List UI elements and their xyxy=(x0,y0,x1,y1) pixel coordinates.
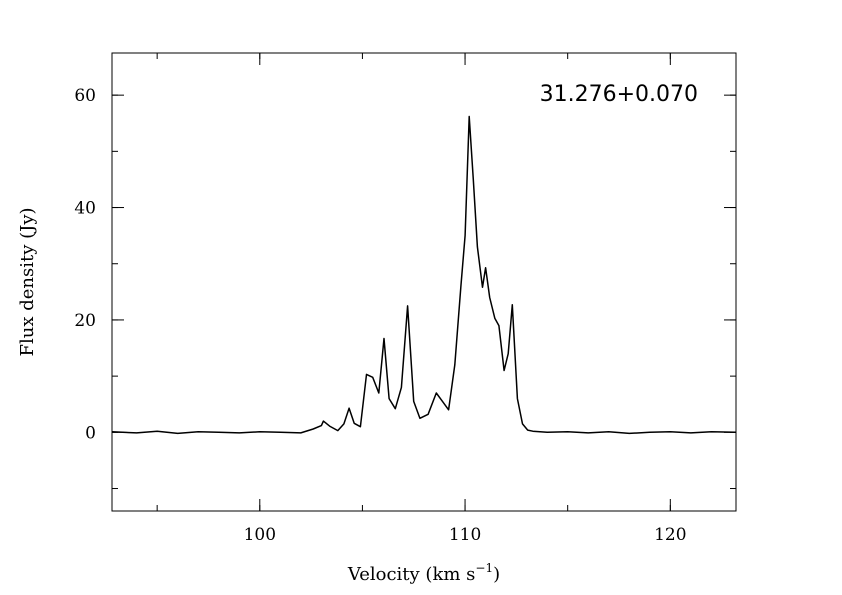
x-tick-label: 120 xyxy=(654,525,686,545)
spectrum-line xyxy=(111,115,737,435)
plot-frame xyxy=(111,52,737,512)
x-axis-label-superscript: −1 xyxy=(475,561,493,575)
major-ticks xyxy=(112,53,736,511)
source-annotation: 31.276+0.070 xyxy=(540,82,698,107)
minor-ticks xyxy=(112,53,736,511)
y-tick-label: 40 xyxy=(74,199,96,219)
x-tick-labels: 100 110 120 xyxy=(244,525,687,545)
x-tick-label: 110 xyxy=(449,525,481,545)
y-tick-label: 20 xyxy=(74,311,96,331)
y-tick-labels: 0 20 40 60 xyxy=(74,86,96,443)
x-axis-label: Velocity (km s−1) xyxy=(347,561,500,585)
y-axis-label: Flux density (Jy) xyxy=(17,207,38,356)
x-tick-label: 100 xyxy=(244,525,276,545)
y-tick-label: 0 xyxy=(85,423,96,443)
y-tick-label: 60 xyxy=(74,86,96,106)
